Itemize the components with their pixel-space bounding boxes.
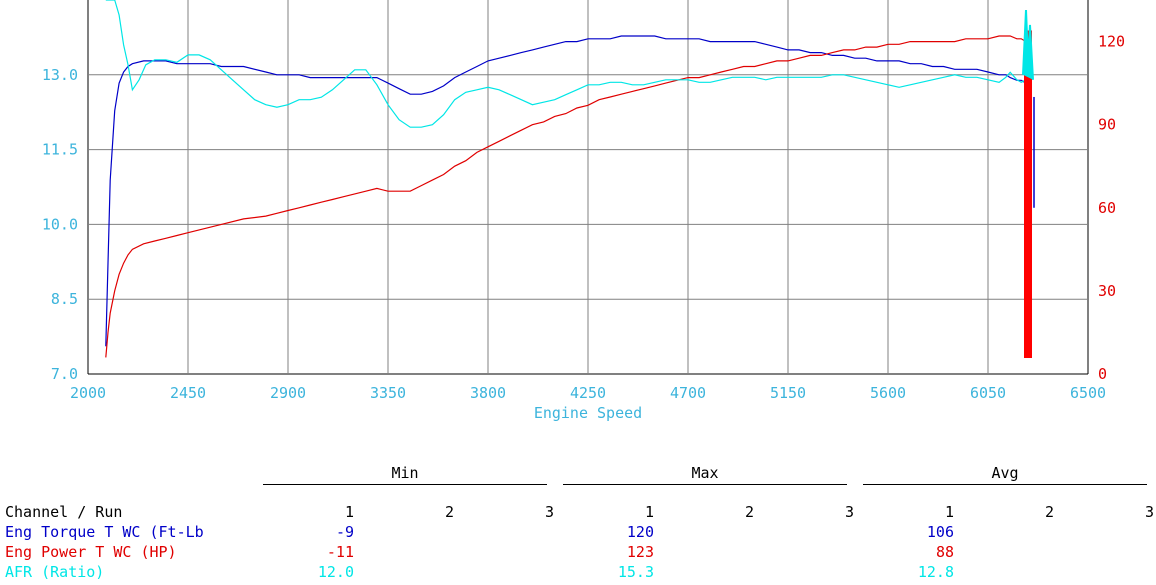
y-left-tick-label: 10.0: [42, 215, 78, 233]
row-name-afr: AFR (Ratio): [5, 563, 105, 581]
run-label: 2: [1044, 503, 1054, 521]
y-right-tick-label: 0: [1098, 365, 1107, 383]
y-left-tick-label: 8.5: [51, 290, 78, 308]
run-label: 2: [744, 503, 754, 521]
x-tick-label: 3350: [370, 384, 406, 402]
row-min-power: -11: [326, 543, 354, 561]
run-label: 1: [944, 503, 954, 521]
chart-grid: [87, 0, 1089, 375]
run-label: 3: [844, 503, 854, 521]
run-label: 3: [1144, 503, 1154, 521]
x-tick-label: 2000: [70, 384, 106, 402]
row-max-torque: 120: [626, 523, 654, 541]
y-left-tick-label: 11.5: [42, 141, 78, 159]
x-axis-label: Engine Speed: [534, 404, 642, 422]
y-left-tick-label: 7.0: [51, 365, 78, 383]
channel-run-header: Channel / Run: [5, 503, 123, 521]
x-tick-label: 5600: [870, 384, 906, 402]
x-tick-label: 3800: [470, 384, 506, 402]
y-left-tick-label: 13.0: [42, 66, 78, 84]
row-avg-torque: 106: [926, 523, 954, 541]
x-tick-label: 4250: [570, 384, 606, 402]
y-right-tick-label: 30: [1098, 282, 1116, 300]
run-label: 1: [644, 503, 654, 521]
x-tick-label: 2450: [170, 384, 206, 402]
x-tick-label: 6050: [970, 384, 1006, 402]
stats-header-avg: Avg: [991, 464, 1019, 482]
row-avg-power: 88: [935, 543, 954, 561]
x-tick-label: 4700: [670, 384, 706, 402]
row-max-afr: 15.3: [617, 563, 654, 581]
row-min-afr: 12.0: [317, 563, 354, 581]
x-tick-label: 5150: [770, 384, 806, 402]
afr-line: [105, 0, 1031, 128]
row-name-power: Eng Power T WC (HP): [5, 543, 177, 561]
stats-header-max: Max: [691, 464, 719, 482]
afr-end-spike: [1022, 9, 1034, 80]
row-max-power: 123: [626, 543, 654, 561]
rule-max: [563, 484, 847, 485]
run-label: 1: [344, 503, 354, 521]
rule-avg: [863, 484, 1147, 485]
torque-line: [105, 35, 1031, 347]
run-label: 3: [544, 503, 554, 521]
y-right-tick-label: 60: [1098, 199, 1116, 217]
x-tick-label: 2900: [270, 384, 306, 402]
chart-series: [105, 0, 1035, 359]
row-name-torque: Eng Torque T WC (Ft-Lb: [5, 523, 204, 541]
stats-header-min: Min: [391, 464, 419, 482]
row-min-torque: -9: [335, 523, 354, 541]
y-right-tick-label: 120: [1098, 33, 1125, 51]
dyno-chart: 2000 2450 2900 3350 3800 4250 4700 5150 5600 6050…: [42, 0, 1125, 422]
chart-ticks: 2000 2450 2900 3350 3800 4250 4700 5150 5600 6050…: [42, 33, 1125, 402]
row-avg-afr: 12.8: [917, 563, 954, 581]
power-line: [105, 35, 1031, 358]
y-right-tick-label: 90: [1098, 116, 1116, 134]
x-tick-label: 6500: [1070, 384, 1106, 402]
power-end-spike: [1024, 30, 1032, 359]
rule-min: [263, 484, 547, 485]
run-label: 2: [444, 503, 454, 521]
